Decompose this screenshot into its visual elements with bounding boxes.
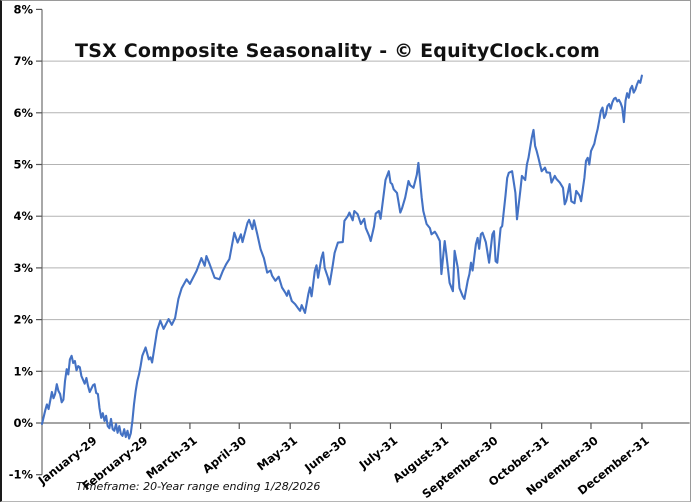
x-tick-label: April-30 — [200, 433, 249, 476]
y-tick-label: 6% — [13, 106, 33, 120]
y-tick-label: 1% — [13, 364, 33, 378]
y-tick-label: 2% — [13, 313, 33, 327]
x-tick-label: June-30 — [301, 433, 349, 475]
x-tick-label: July-31 — [356, 433, 401, 472]
x-tick-label: March-31 — [143, 433, 199, 481]
x-tick-label: May-31 — [254, 433, 300, 473]
y-tick-label: 7% — [13, 54, 33, 68]
chart-title: TSX Composite Seasonality - © EquityCloc… — [75, 40, 600, 62]
y-tick-label: 0% — [13, 416, 33, 430]
seasonality-series-line — [40, 74, 643, 440]
y-tick-label: 3% — [13, 261, 33, 275]
y-tick-label: 5% — [13, 158, 33, 172]
y-tick-label: 4% — [13, 209, 33, 223]
timeframe-note: Timeframe: 20-Year range ending 1/28/202… — [76, 480, 321, 493]
y-tick-label: -1% — [9, 468, 34, 482]
y-tick-label: 8% — [13, 2, 33, 16]
